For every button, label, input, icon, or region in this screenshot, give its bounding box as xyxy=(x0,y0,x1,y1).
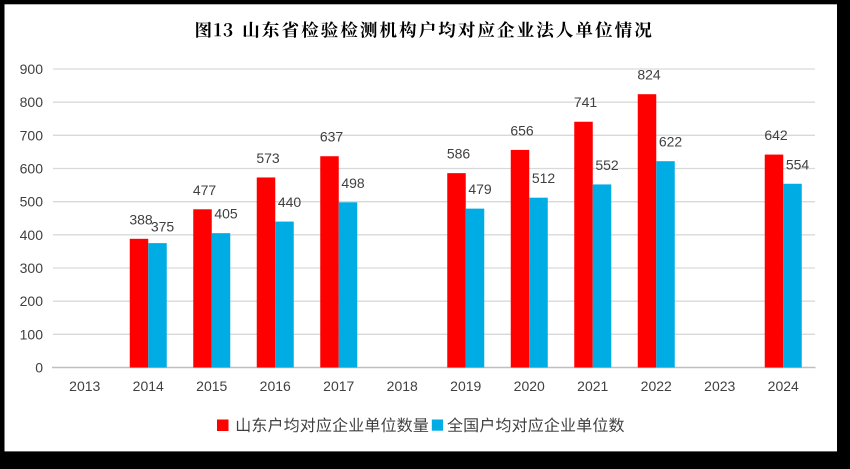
svg-text:2013: 2013 xyxy=(69,378,100,394)
svg-text:388: 388 xyxy=(129,211,153,227)
svg-text:2014: 2014 xyxy=(133,378,164,394)
svg-text:498: 498 xyxy=(341,175,365,191)
svg-text:656: 656 xyxy=(510,122,534,138)
svg-text:2023: 2023 xyxy=(704,378,735,394)
svg-text:800: 800 xyxy=(20,94,44,110)
svg-text:0: 0 xyxy=(35,360,43,376)
svg-text:512: 512 xyxy=(532,170,556,186)
svg-text:573: 573 xyxy=(256,150,280,166)
svg-text:900: 900 xyxy=(20,61,44,77)
svg-text:300: 300 xyxy=(20,260,44,276)
svg-text:2020: 2020 xyxy=(514,378,545,394)
svg-text:405: 405 xyxy=(214,206,238,222)
svg-text:2018: 2018 xyxy=(387,378,418,394)
svg-text:741: 741 xyxy=(574,94,598,110)
svg-text:700: 700 xyxy=(20,127,44,143)
svg-text:2021: 2021 xyxy=(577,378,608,394)
svg-text:600: 600 xyxy=(20,161,44,177)
svg-text:824: 824 xyxy=(637,67,661,83)
svg-text:2022: 2022 xyxy=(641,378,672,394)
svg-text:552: 552 xyxy=(595,157,619,173)
svg-text:586: 586 xyxy=(447,146,471,162)
svg-text:554: 554 xyxy=(786,156,810,172)
svg-text:637: 637 xyxy=(320,129,344,145)
svg-text:479: 479 xyxy=(468,181,492,197)
svg-text:622: 622 xyxy=(659,134,683,150)
svg-text:2019: 2019 xyxy=(450,378,481,394)
svg-text:2016: 2016 xyxy=(260,378,291,394)
svg-text:477: 477 xyxy=(193,182,217,198)
svg-text:400: 400 xyxy=(20,227,44,243)
svg-text:2017: 2017 xyxy=(323,378,354,394)
svg-text:375: 375 xyxy=(151,219,175,235)
svg-text:2015: 2015 xyxy=(196,378,227,394)
svg-text:2024: 2024 xyxy=(768,378,799,394)
svg-text:440: 440 xyxy=(278,194,302,210)
svg-text:642: 642 xyxy=(764,127,788,143)
svg-text:200: 200 xyxy=(20,293,44,309)
svg-text:500: 500 xyxy=(20,194,44,210)
svg-text:100: 100 xyxy=(20,326,44,342)
